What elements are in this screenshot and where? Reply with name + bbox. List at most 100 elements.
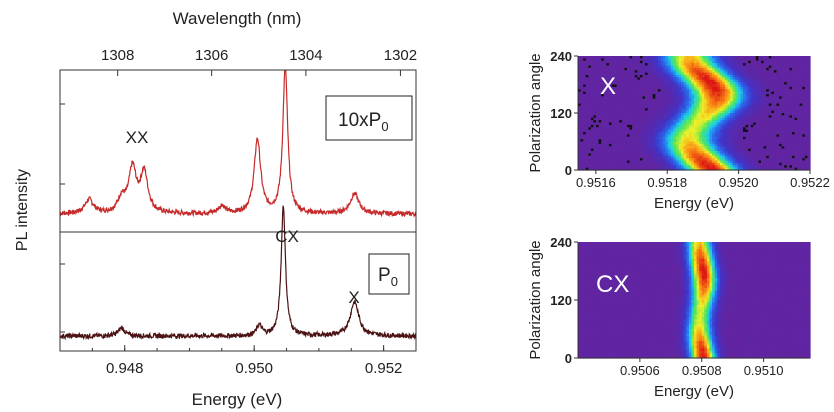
heatmap-cell [694, 70, 698, 74]
heatmap-cell [601, 120, 605, 124]
heatmap-cell [681, 56, 685, 59]
heatmap-cell [799, 251, 803, 255]
heatmap-cell [712, 86, 716, 90]
heatmap-cell [647, 108, 651, 112]
heatmap-cell [580, 146, 584, 150]
heatmap-cell [724, 117, 729, 121]
heatmap-cell [706, 158, 711, 162]
heatmap-cell [611, 77, 615, 81]
heatmap-cell [626, 103, 631, 107]
heatmap-cell [745, 56, 749, 59]
heatmap-cell [601, 249, 605, 253]
heatmap-cell [797, 249, 801, 253]
heatmap-cell [596, 242, 600, 246]
heatmap-cell [616, 124, 620, 128]
heatmap-cell [691, 103, 695, 107]
heatmap-cell [699, 105, 703, 109]
heatmap-cell [755, 251, 760, 255]
heatmap-cell [784, 60, 788, 64]
heatmap-cell [686, 132, 690, 135]
heatmap-cell [598, 249, 602, 253]
heatmap-cell [663, 91, 667, 95]
heatmap-cell [807, 86, 811, 90]
heatmap-cell [789, 84, 793, 88]
heatmap-cell [748, 251, 752, 255]
heatmap-cell [647, 56, 651, 59]
heatmap-cell [802, 82, 806, 86]
heatmap-cell [714, 129, 718, 133]
heatmap-cell [665, 244, 669, 248]
heatmap-cell [688, 91, 693, 95]
heatmap-cell [624, 96, 628, 100]
heatmap-cell [665, 84, 669, 88]
heatmap-cell [603, 86, 607, 90]
heatmap-cell [670, 115, 674, 119]
heatmap-cell [763, 160, 767, 164]
heatmap-cell [712, 75, 716, 78]
heatmap-cell [807, 91, 811, 95]
heatmap-cell [753, 96, 757, 100]
heatmap-cell [724, 141, 729, 145]
heatmap-cell [686, 160, 690, 164]
heatmap-cell [637, 256, 641, 260]
heatmap-cell [802, 65, 806, 69]
heatmap-cell [619, 96, 623, 100]
heatmap-cell [724, 122, 729, 126]
heatmap-cell [722, 148, 726, 152]
heatmap-cell [657, 120, 662, 124]
heatmap-cell [626, 143, 631, 147]
heatmap-cell [621, 244, 625, 248]
heatmap-cell [789, 127, 793, 131]
heatmap-cell [722, 146, 726, 150]
heatmap-cell [722, 60, 726, 64]
heatmap-cell [691, 256, 695, 260]
heatmap-cell [652, 65, 656, 69]
heatmap-cell [681, 151, 685, 154]
heatmap-cell [802, 63, 806, 67]
heatmap-cell [619, 162, 623, 166]
heatmap-cell [802, 141, 806, 145]
heatmap-cell [761, 56, 765, 59]
heatmap-cell [652, 136, 656, 140]
heatmap-cell [665, 160, 669, 164]
heatmap-cell [660, 110, 664, 114]
heatmap-cell [724, 246, 729, 250]
heatmap-cell [624, 148, 628, 152]
heatmap-cell [650, 251, 654, 255]
heatmap-cell [791, 113, 796, 116]
heatmap-cell [807, 129, 811, 133]
heatmap-cell [611, 60, 615, 64]
heatmap-cell [753, 56, 757, 59]
heatmap-cell [616, 244, 620, 248]
heatmap-cell [614, 58, 618, 62]
heatmap-cell [681, 103, 685, 107]
heatmap-cell [717, 120, 721, 124]
heatmap-cell [699, 98, 703, 102]
heatmap-cell [730, 146, 734, 150]
heatmap-cell [626, 117, 631, 121]
heatmap-cell [766, 65, 770, 69]
heatmap-cell [634, 120, 638, 124]
heatmap-cell [773, 60, 778, 64]
heatmap-cell [735, 148, 739, 152]
heatmap-cell [758, 160, 762, 164]
heatmap-cell [755, 98, 760, 102]
heatmap-cell [753, 129, 757, 133]
heatmap-cell [650, 98, 654, 102]
heatmap-cell [706, 91, 711, 95]
heatmap-cell [771, 146, 775, 150]
heatmap-cell [681, 124, 685, 128]
heatmap-cell [748, 129, 752, 133]
heatmap-cell [603, 162, 607, 166]
heatmap-cell [714, 77, 718, 81]
heatmap-cell [634, 60, 638, 64]
heatmap-cell [748, 139, 752, 143]
heatmap-cell [791, 127, 796, 131]
heatmap-cell [804, 103, 809, 107]
heatmap-cell [655, 246, 659, 250]
heatmap-cell [593, 58, 597, 62]
heatmap-cell [583, 141, 587, 145]
heatmap-cell [606, 101, 610, 105]
heatmap-cell [585, 139, 589, 143]
heatmap-cell [681, 98, 685, 102]
